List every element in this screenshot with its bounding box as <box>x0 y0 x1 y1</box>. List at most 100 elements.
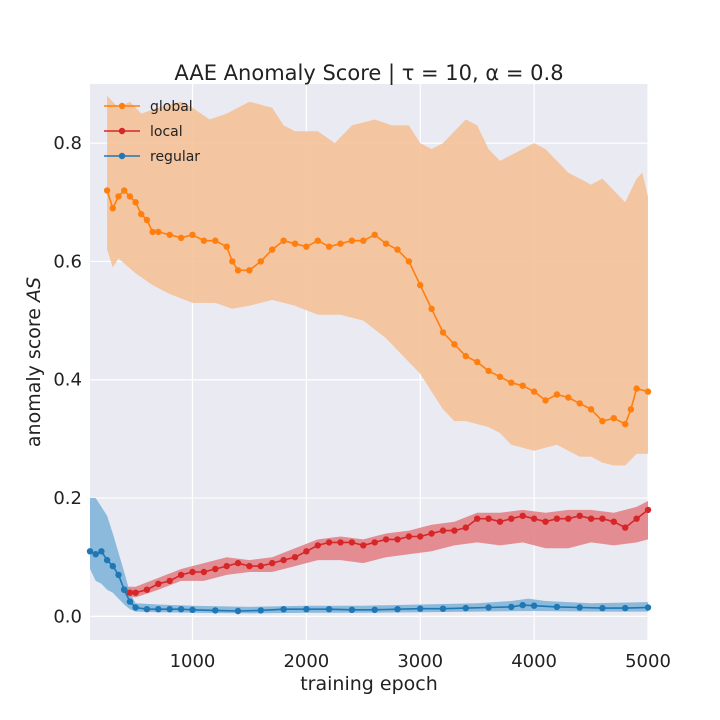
global-legend-label: global <box>150 99 193 115</box>
x-axis-label: training epoch <box>300 673 438 695</box>
regular-point <box>212 607 219 614</box>
local-point <box>132 589 139 596</box>
global-point <box>451 341 458 348</box>
global-point <box>382 240 390 247</box>
regular-point <box>485 604 492 611</box>
regular-point <box>257 607 264 614</box>
local-point <box>223 562 230 570</box>
local-point <box>508 515 515 522</box>
global-point <box>485 367 492 375</box>
local-point <box>462 524 469 531</box>
global-point <box>212 237 219 244</box>
global-point <box>280 237 287 244</box>
regular-point <box>98 548 105 555</box>
global-point <box>246 267 253 274</box>
local-point <box>337 539 344 546</box>
regular-point <box>189 606 196 613</box>
local-point <box>622 524 629 531</box>
global-point <box>627 406 635 413</box>
local-point <box>474 515 481 522</box>
global-point <box>610 415 617 422</box>
y-axis-label-text: anomaly score <box>23 302 45 447</box>
regular-point <box>325 606 333 613</box>
local-legend-label: local <box>150 124 183 140</box>
local-point <box>382 536 390 543</box>
global-point <box>126 193 134 200</box>
local-point <box>314 542 321 549</box>
chart-title: AAE Anomaly Score | τ = 10, α = 0.8 <box>174 61 563 86</box>
global-point <box>348 237 356 244</box>
regular-point <box>576 604 583 611</box>
regular-point <box>132 604 139 611</box>
global-point <box>149 228 156 236</box>
regular-point <box>348 606 356 613</box>
series-lines <box>86 187 652 615</box>
regular-point <box>121 586 128 593</box>
local-point <box>200 568 208 576</box>
local-point <box>269 559 276 567</box>
regular-point <box>92 551 99 558</box>
local-point <box>576 512 583 519</box>
global-point <box>644 388 652 395</box>
local-point <box>360 542 367 549</box>
local-point <box>280 556 287 564</box>
global-point <box>360 237 367 244</box>
global-point <box>291 240 299 247</box>
local-point <box>496 518 504 525</box>
local-point <box>417 533 424 540</box>
global-point <box>439 329 447 336</box>
global-band <box>107 95 649 466</box>
x-tick-label: 5000 <box>625 651 671 672</box>
local-point <box>553 515 561 522</box>
regular-point <box>143 606 151 613</box>
regular-point <box>553 603 561 611</box>
regular-point <box>599 604 606 612</box>
global-point <box>576 400 583 407</box>
local-point <box>394 536 401 543</box>
local-point <box>166 577 173 585</box>
local-band <box>124 501 648 598</box>
global-point <box>325 243 333 250</box>
y-tick-label: 0.4 <box>53 370 82 391</box>
global-point <box>587 406 595 413</box>
global-point <box>622 420 629 428</box>
global-point <box>530 388 538 395</box>
local-point <box>348 539 356 546</box>
global-legend-marker <box>118 102 126 110</box>
global-point <box>599 417 606 425</box>
global-point <box>269 246 276 253</box>
local-point <box>371 539 378 546</box>
regular-point <box>519 601 526 609</box>
global-point <box>496 373 504 380</box>
confidence-bands <box>90 95 649 614</box>
global-point <box>121 187 128 194</box>
global-point <box>132 199 139 206</box>
regular-point <box>462 604 469 612</box>
global-point <box>474 358 481 366</box>
regular-legend-marker <box>118 152 126 160</box>
local-point <box>485 515 492 522</box>
regular-point <box>280 606 287 613</box>
local-point <box>234 559 242 567</box>
global-point <box>303 243 310 250</box>
x-tick-label: 2000 <box>283 651 329 672</box>
global-point <box>103 187 111 194</box>
tick-labels: 1000 2000 3000 4000 5000 0.0 0.2 0.4 0.6 0.8 <box>53 133 671 672</box>
y-axis-label-var: AS <box>23 277 45 304</box>
local-point <box>303 548 310 555</box>
regular-point <box>177 606 185 613</box>
local-point <box>291 554 299 561</box>
global-point <box>462 352 469 360</box>
local-point <box>519 512 526 519</box>
local-point <box>644 506 652 514</box>
global-point <box>177 234 185 241</box>
local-point <box>325 539 333 546</box>
local-point <box>177 571 185 579</box>
local-point <box>428 530 435 537</box>
regular-point <box>234 607 242 615</box>
global-point <box>565 394 572 401</box>
global-point <box>519 382 526 389</box>
regular-point <box>439 605 447 612</box>
global-point <box>115 193 122 200</box>
x-tick-label: 1000 <box>170 651 216 672</box>
